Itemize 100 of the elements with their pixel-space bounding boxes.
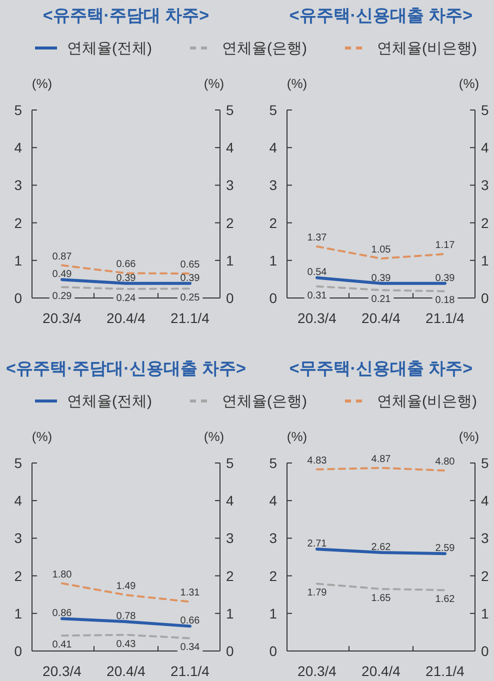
y2-tick-label: 0 bbox=[226, 643, 234, 659]
y2-tick-label: 4 bbox=[481, 140, 489, 156]
data-label: 0.25 bbox=[180, 292, 200, 304]
y-tick-label: 1 bbox=[269, 605, 278, 622]
x-tick-label: 21.1/4 bbox=[426, 663, 465, 679]
legend-label: 연체율(비은행) bbox=[377, 393, 477, 410]
y-tick-label: 3 bbox=[269, 177, 278, 194]
y2-tick-label: 1 bbox=[481, 605, 489, 622]
y-tick-label: 0 bbox=[14, 643, 22, 659]
y2-tick-label: 1 bbox=[226, 605, 234, 622]
y-axis-title: (%) bbox=[286, 429, 308, 444]
data-label: 4.80 bbox=[435, 456, 456, 468]
chart-title: <유주택·주담대·신용대출 차주> bbox=[6, 359, 246, 378]
chart-title: <무주택·신용대출 차주> bbox=[289, 359, 473, 378]
y-tick-label: 4 bbox=[14, 492, 22, 509]
data-label: 1.79 bbox=[307, 588, 328, 599]
data-label: 0.41 bbox=[52, 640, 72, 651]
x-tick-label: 20.3/4 bbox=[298, 310, 337, 326]
data-label: 0.34 bbox=[180, 642, 200, 654]
x-tick-label: 21.1/4 bbox=[170, 663, 210, 679]
data-label: 0.78 bbox=[116, 611, 136, 622]
y2-tick-label: 1 bbox=[226, 252, 234, 268]
y2-tick-label: 1 bbox=[481, 252, 489, 268]
y-tick-label: 1 bbox=[269, 252, 278, 268]
data-label: 2.59 bbox=[435, 543, 456, 554]
data-label: 0.87 bbox=[52, 251, 72, 262]
data-label: 2.71 bbox=[307, 538, 328, 550]
x-tick-label: 20.4/4 bbox=[362, 310, 401, 326]
y2-axis-title: (%) bbox=[204, 429, 224, 444]
y-tick-label: 2 bbox=[269, 568, 278, 584]
y-tick-label: 3 bbox=[14, 177, 22, 194]
data-label: 1.49 bbox=[116, 580, 136, 592]
y-tick-label: 0 bbox=[14, 290, 22, 306]
data-label: 4.87 bbox=[371, 454, 392, 465]
x-tick-label: 21.1/4 bbox=[426, 310, 465, 326]
data-label: 0.21 bbox=[371, 294, 392, 306]
data-label: 1.17 bbox=[435, 240, 456, 252]
y-tick-label: 3 bbox=[14, 530, 22, 546]
y-tick-label: 5 bbox=[14, 102, 22, 118]
data-label: 0.39 bbox=[116, 272, 136, 284]
data-label: 0.66 bbox=[116, 259, 136, 270]
y2-tick-label: 3 bbox=[481, 530, 489, 546]
y-tick-label: 2 bbox=[14, 568, 22, 584]
y-axis-title: (%) bbox=[32, 76, 52, 91]
data-label: 0.39 bbox=[371, 272, 392, 284]
y-tick-label: 0 bbox=[269, 643, 278, 659]
x-tick-label: 20.4/4 bbox=[362, 663, 401, 679]
x-tick-label: 21.1/4 bbox=[170, 310, 210, 326]
y-tick-label: 5 bbox=[269, 102, 278, 118]
x-tick-label: 20.3/4 bbox=[42, 663, 82, 679]
y2-tick-label: 0 bbox=[481, 643, 489, 659]
y2-tick-label: 4 bbox=[226, 140, 234, 156]
y2-tick-label: 4 bbox=[481, 492, 489, 509]
data-label: 1.80 bbox=[52, 569, 72, 580]
data-label: 2.62 bbox=[371, 542, 392, 553]
data-label: 0.31 bbox=[307, 290, 328, 302]
data-label: 1.62 bbox=[435, 594, 456, 606]
y-tick-label: 4 bbox=[269, 492, 278, 509]
y-tick-label: 2 bbox=[14, 214, 22, 231]
legend-label: 연체율(전체) bbox=[67, 393, 152, 410]
y2-tick-label: 3 bbox=[481, 177, 489, 194]
data-label: 1.37 bbox=[307, 232, 328, 244]
data-label: 0.49 bbox=[52, 269, 72, 280]
y-tick-label: 3 bbox=[269, 530, 278, 546]
legend-label: 연체율(비은행) bbox=[377, 40, 477, 57]
legend-label: 연체율(은행) bbox=[222, 40, 307, 57]
y2-tick-label: 0 bbox=[481, 290, 489, 306]
data-label: 1.31 bbox=[180, 588, 200, 599]
data-label: 0.43 bbox=[116, 638, 136, 650]
y2-tick-label: 5 bbox=[481, 455, 489, 471]
y2-axis-title: (%) bbox=[458, 429, 480, 444]
y-tick-label: 5 bbox=[269, 455, 278, 471]
data-label: 4.83 bbox=[307, 455, 328, 466]
chart-title: <유주택·주담대 차주> bbox=[42, 6, 210, 25]
y2-axis-title: (%) bbox=[204, 76, 224, 91]
data-label: 0.86 bbox=[52, 608, 72, 620]
data-label: 1.65 bbox=[371, 592, 392, 604]
y2-tick-label: 2 bbox=[226, 214, 234, 231]
y2-tick-label: 5 bbox=[226, 102, 234, 118]
legend-label: 연체율(전체) bbox=[67, 40, 152, 57]
data-label: 0.54 bbox=[307, 267, 328, 278]
y2-tick-label: 4 bbox=[226, 492, 234, 509]
y2-tick-label: 5 bbox=[481, 102, 489, 118]
y2-tick-label: 3 bbox=[226, 177, 234, 194]
data-label: 0.39 bbox=[435, 272, 456, 284]
data-label: 0.65 bbox=[180, 260, 200, 271]
y2-axis-title: (%) bbox=[458, 76, 480, 91]
y-axis-title: (%) bbox=[286, 76, 308, 91]
y-axis-title: (%) bbox=[32, 429, 52, 444]
y2-tick-label: 2 bbox=[481, 568, 489, 584]
data-label: 0.39 bbox=[180, 272, 200, 284]
y-tick-label: 2 bbox=[269, 214, 278, 231]
y-tick-label: 5 bbox=[14, 455, 22, 471]
legend-label: 연체율(은행) bbox=[222, 393, 307, 410]
x-tick-label: 20.4/4 bbox=[106, 310, 146, 326]
data-label: 0.29 bbox=[52, 291, 72, 302]
y2-tick-label: 2 bbox=[481, 214, 489, 231]
x-tick-label: 20.4/4 bbox=[106, 663, 146, 679]
data-label: 1.05 bbox=[371, 244, 392, 256]
data-label: 0.24 bbox=[116, 292, 136, 304]
